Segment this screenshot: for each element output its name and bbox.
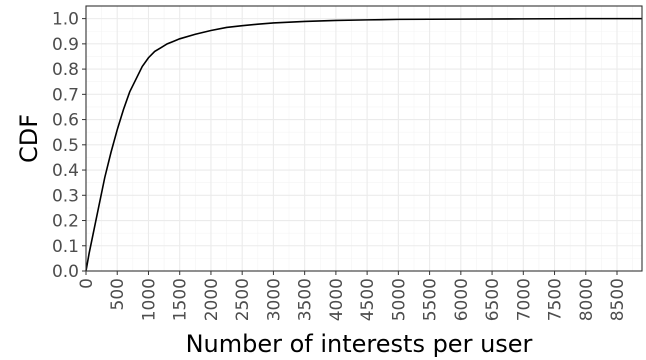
x-tick-label: 5500 <box>421 278 441 321</box>
x-tick-label: 500 <box>108 278 128 310</box>
plot-panel-border <box>85 5 643 272</box>
x-tick-label: 1000 <box>139 278 159 321</box>
x-tick-label: 1500 <box>171 278 191 321</box>
x-tick-label: 8500 <box>608 278 628 321</box>
y-axis-ticks: 0.0 0.1 0.2 0.3 0.4 0.5 0.6 0.7 0.8 0.9 1.0 <box>52 10 86 282</box>
y-axis-title: CDF <box>15 114 43 163</box>
y-tick-label: 1.0 <box>52 10 79 30</box>
y-tick-label: 0.3 <box>52 186 79 206</box>
x-tick-label: 0 <box>77 278 97 289</box>
y-tick-label: 0.9 <box>52 35 79 55</box>
x-tick-label: 8000 <box>577 278 597 321</box>
y-tick-label: 0.0 <box>52 262 79 282</box>
x-tick-label: 7000 <box>514 278 534 321</box>
x-axis-title: Number of interests per user <box>186 330 533 358</box>
x-tick-label: 4500 <box>358 278 378 321</box>
y-tick-label: 0.1 <box>52 237 79 257</box>
x-tick-label: 4000 <box>327 278 347 321</box>
x-tick-label: 7500 <box>546 278 566 321</box>
x-tick-label: 2500 <box>233 278 253 321</box>
x-axis-ticks: 0 500 1000 1500 2000 2500 3000 3500 4000 4500 5000… <box>77 271 628 321</box>
y-tick-label: 0.5 <box>52 136 79 156</box>
y-tick-label: 0.6 <box>52 111 79 131</box>
x-tick-label: 5000 <box>389 278 409 321</box>
x-tick-label: 2000 <box>202 278 222 321</box>
cdf-series-line <box>85 17 642 272</box>
y-tick-label: 0.7 <box>52 85 79 105</box>
x-tick-label: 3500 <box>296 278 316 321</box>
y-tick-label: 0.2 <box>52 212 79 232</box>
y-tick-label: 0.8 <box>52 60 79 80</box>
x-tick-label: 6500 <box>483 278 503 321</box>
y-tick-label: 0.4 <box>52 161 79 181</box>
minor-gridlines <box>86 5 642 271</box>
major-gridlines <box>85 6 642 272</box>
x-tick-label: 3000 <box>264 278 284 321</box>
x-tick-label: 6000 <box>452 278 472 321</box>
